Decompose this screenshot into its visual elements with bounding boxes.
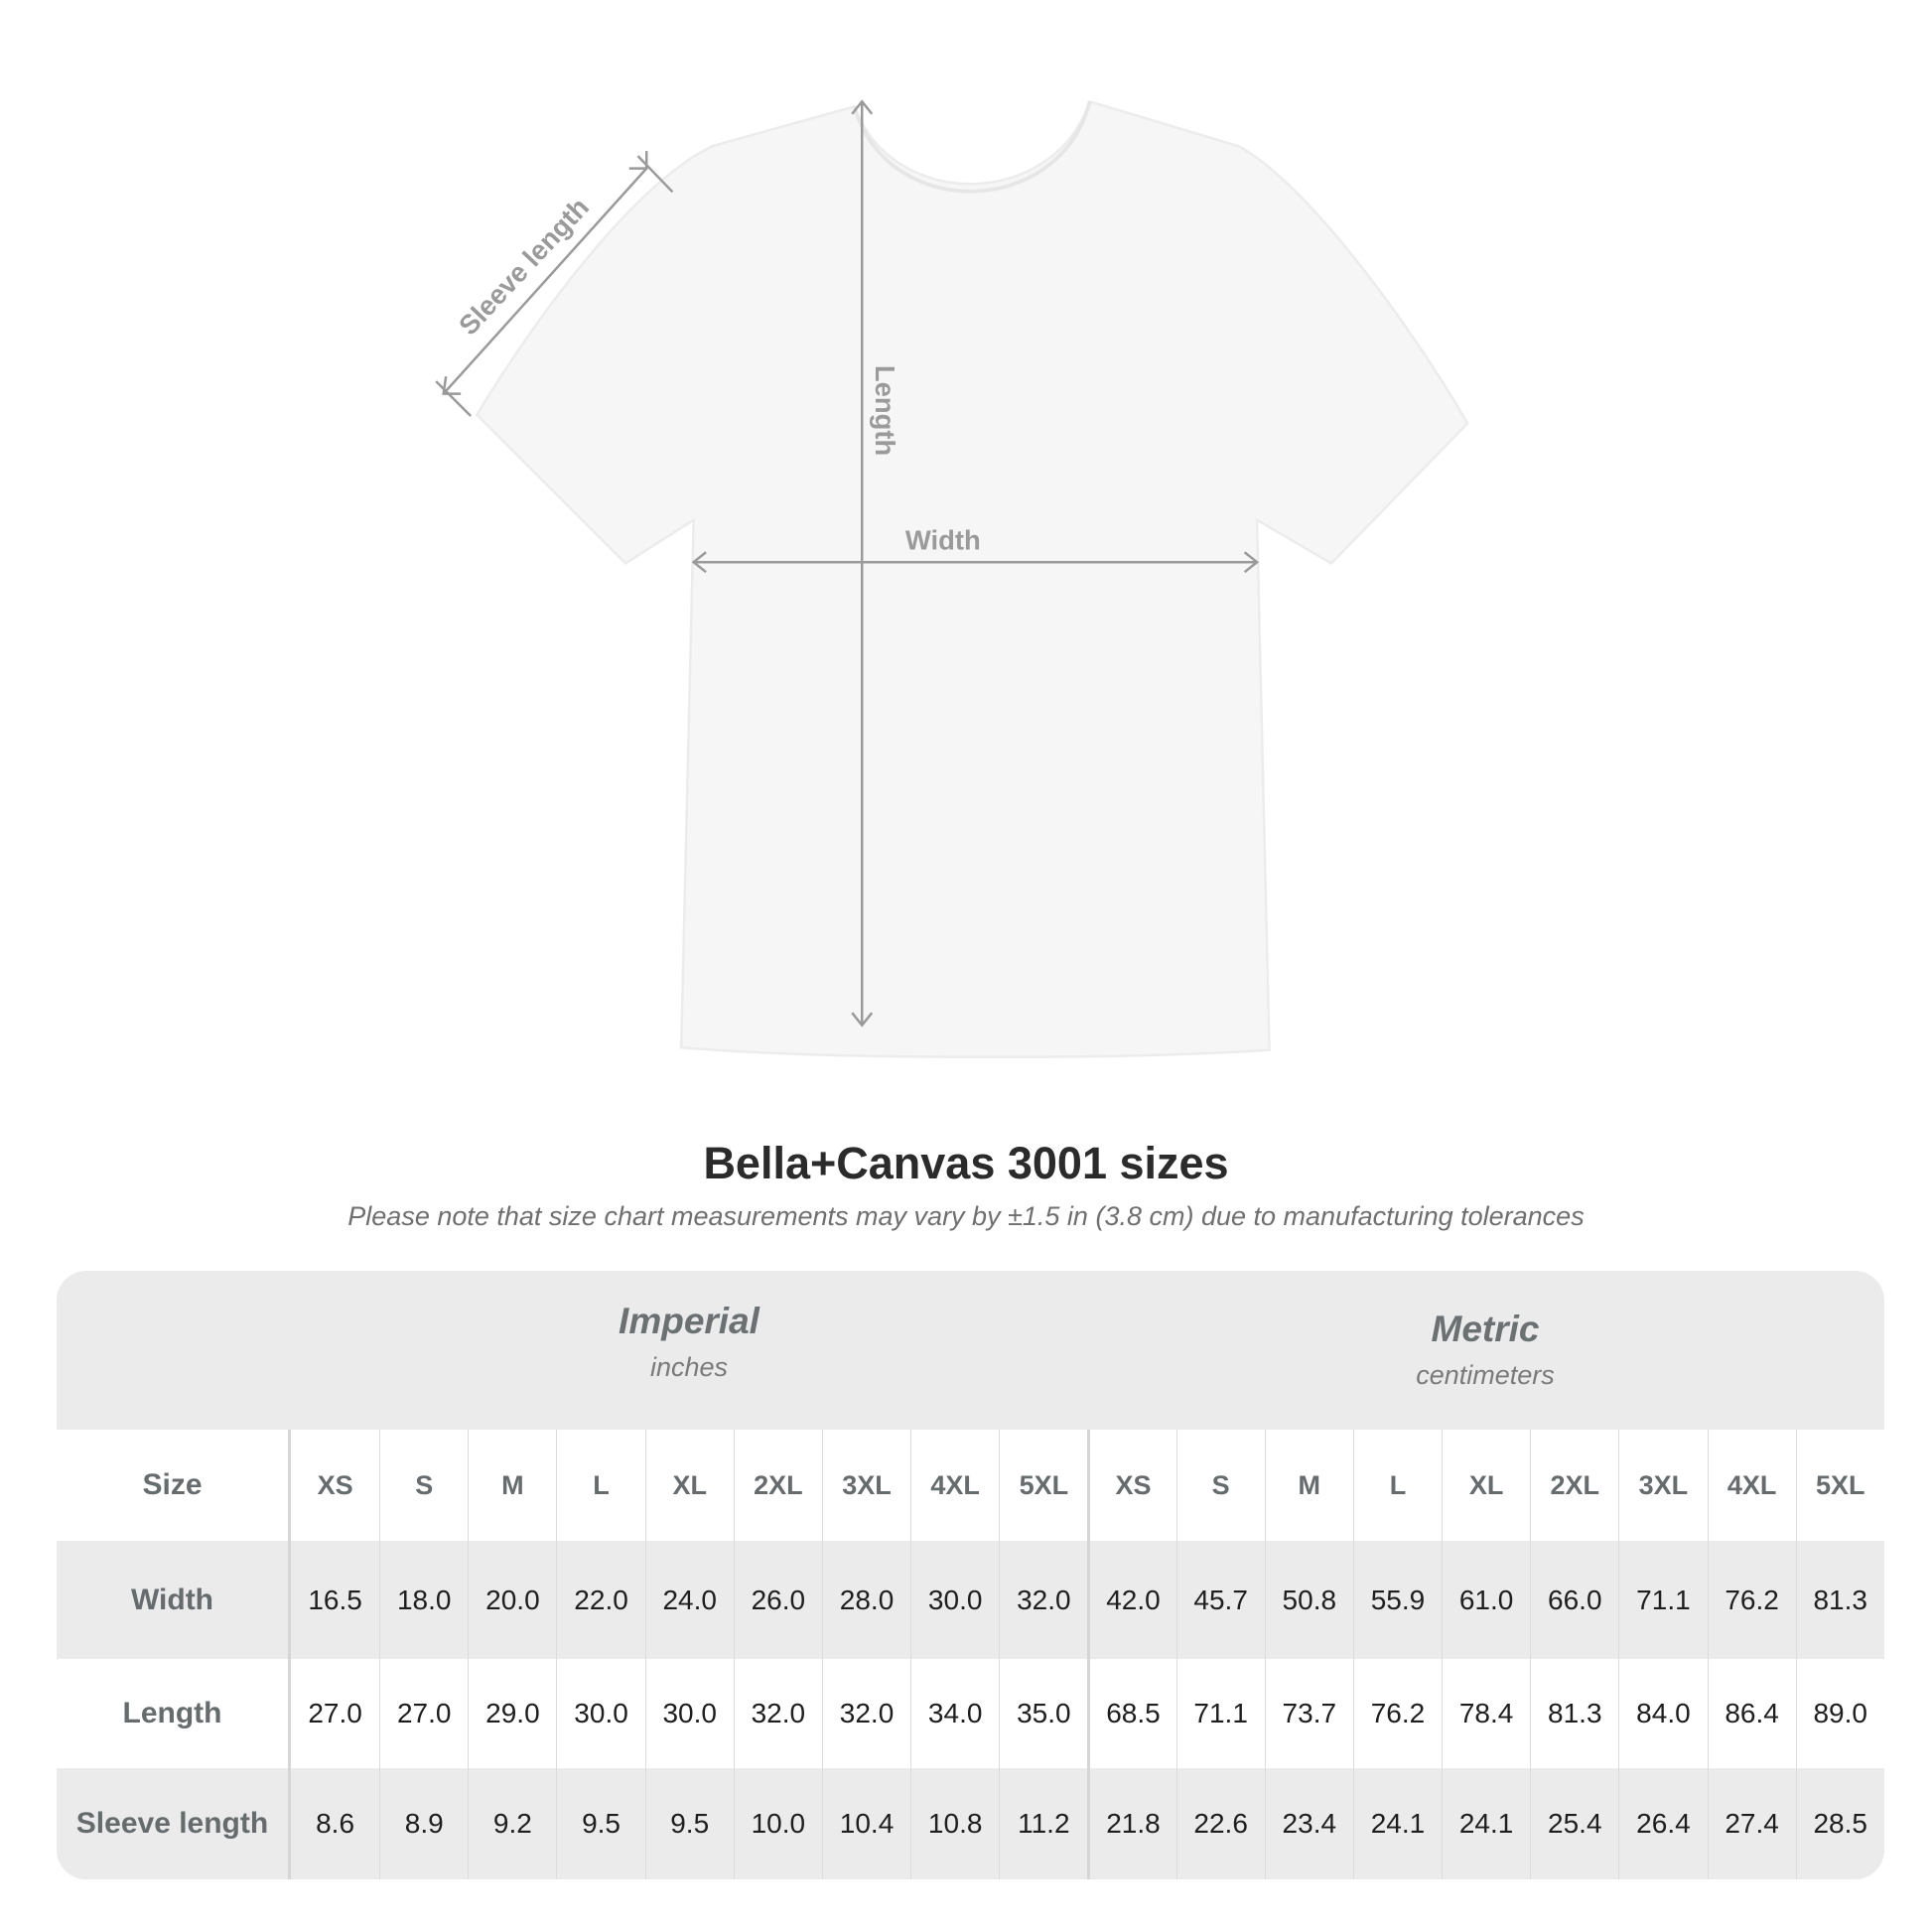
measurement-cell: 10.4 bbox=[821, 1768, 910, 1879]
measurement-cell: 89.0 bbox=[1795, 1659, 1884, 1768]
measurement-cell: 26.4 bbox=[1618, 1768, 1707, 1879]
row-label: Length bbox=[57, 1659, 291, 1768]
measurement-cell: 71.1 bbox=[1175, 1659, 1265, 1768]
measurement-cell: 50.8 bbox=[1264, 1541, 1353, 1659]
measurement-cell: 9.2 bbox=[468, 1768, 556, 1879]
measurement-cell: 28.5 bbox=[1795, 1768, 1884, 1879]
measurement-cell: 45.7 bbox=[1175, 1541, 1265, 1659]
measurement-cell: 71.1 bbox=[1618, 1541, 1707, 1659]
width-label: Width bbox=[905, 525, 981, 556]
measurement-cell: 18.0 bbox=[379, 1541, 468, 1659]
measurement-cell: 26.0 bbox=[733, 1541, 822, 1659]
tolerance-note: Please note that size chart measurements… bbox=[347, 1201, 1585, 1231]
measurement-cell: 16.5 bbox=[308, 1584, 362, 1615]
size-label: XS bbox=[317, 1469, 353, 1500]
measurement-cell: 32.0 bbox=[999, 1541, 1087, 1659]
measurement-cell: 55.9 bbox=[1352, 1541, 1442, 1659]
size-label: XS bbox=[1087, 1430, 1175, 1541]
measurement-cell: 27.0 bbox=[308, 1698, 362, 1728]
size-label: L bbox=[556, 1430, 644, 1541]
size-label: S bbox=[1175, 1430, 1265, 1541]
tshirt-diagram: Sleeve length Length Width bbox=[435, 99, 1469, 1059]
size-label: S bbox=[379, 1430, 468, 1541]
measurement-cell: 84.0 bbox=[1618, 1659, 1707, 1768]
measurement-cell: 29.0 bbox=[468, 1659, 556, 1768]
imperial-header: Imperial inches bbox=[291, 1271, 1087, 1459]
imperial-title: Imperial bbox=[619, 1301, 759, 1341]
collar bbox=[852, 100, 1092, 194]
size-label: 3XL bbox=[1618, 1430, 1707, 1541]
measurement-cell: 27.4 bbox=[1707, 1768, 1796, 1879]
metric-header: Metric centimeters bbox=[1087, 1271, 1883, 1467]
size-label: L bbox=[1352, 1430, 1442, 1541]
measurement-cell: 66.0 bbox=[1530, 1541, 1618, 1659]
table-row: Sleeve length 8.6 8.9 9.2 9.5 9.5 10.0 10.4 10.8… bbox=[57, 1768, 1884, 1879]
measurement-cell: 9.5 bbox=[556, 1768, 644, 1879]
size-label: 3XL bbox=[821, 1430, 910, 1541]
measurement-cell: 24.1 bbox=[1442, 1768, 1530, 1879]
row-label: Width bbox=[57, 1541, 291, 1659]
measurement-cell: 27.0 bbox=[379, 1659, 468, 1768]
size-label: M bbox=[1264, 1430, 1353, 1541]
metric-title: Metric bbox=[1431, 1309, 1540, 1349]
measurement-cell: 9.5 bbox=[644, 1768, 734, 1879]
table-row: Length 27.0 27.0 29.0 30.0 30.0 32.0 32.0 34.0 35… bbox=[57, 1659, 1884, 1768]
measurement-cell: 68.5 bbox=[1087, 1659, 1175, 1768]
measurement-cell: 10.8 bbox=[910, 1768, 999, 1879]
measurement-cell: 30.0 bbox=[644, 1659, 734, 1768]
row-label: Sleeve length bbox=[57, 1768, 291, 1879]
size-label: XL bbox=[1442, 1430, 1530, 1541]
row-label: Size bbox=[57, 1430, 291, 1541]
size-header-row: Size XS S M L XL 2XL 3XL 4XL 5XL XS S M L XL 2XL 3XL 4XL 5… bbox=[57, 1430, 1884, 1541]
measurement-cell: 81.3 bbox=[1530, 1659, 1618, 1768]
measurement-cell: 42.0 bbox=[1087, 1541, 1175, 1659]
measurement-cell: 28.0 bbox=[821, 1541, 910, 1659]
size-label: 4XL bbox=[910, 1430, 999, 1541]
measurement-cell: 81.3 bbox=[1795, 1541, 1884, 1659]
page-title: Bella+Canvas 3001 sizes bbox=[703, 1138, 1229, 1188]
imperial-unit: inches bbox=[649, 1352, 729, 1382]
measurement-cell: 30.0 bbox=[556, 1659, 644, 1768]
measurement-cell: 78.4 bbox=[1442, 1659, 1530, 1768]
measurement-cell: 8.9 bbox=[379, 1768, 468, 1879]
metric-unit: centimeters bbox=[1416, 1360, 1555, 1390]
measurement-cell: 73.7 bbox=[1264, 1659, 1353, 1768]
size-table: Imperial inches Metric centimeters Size X… bbox=[57, 1271, 1884, 1879]
measurement-cell: 20.0 bbox=[468, 1541, 556, 1659]
measurement-cell: 24.1 bbox=[1352, 1768, 1442, 1879]
size-label: M bbox=[468, 1430, 556, 1541]
measurement-cell: 24.0 bbox=[644, 1541, 734, 1659]
measurement-cell: 76.2 bbox=[1707, 1541, 1796, 1659]
length-label: Length bbox=[870, 365, 900, 456]
measurement-cell: 35.0 bbox=[999, 1659, 1087, 1768]
measurement-cell: 11.2 bbox=[999, 1768, 1087, 1879]
measurement-cell: 22.0 bbox=[556, 1541, 644, 1659]
tshirt-shape bbox=[475, 99, 1469, 1059]
sleeve-arrow bbox=[442, 167, 648, 395]
measurement-cell: 21.8 bbox=[1087, 1768, 1175, 1879]
measurement-cell: 25.4 bbox=[1530, 1768, 1618, 1879]
measurement-cell: 32.0 bbox=[821, 1659, 910, 1768]
measurement-cell: 34.0 bbox=[910, 1659, 999, 1768]
measurement-cell: 22.6 bbox=[1175, 1768, 1265, 1879]
size-label: 4XL bbox=[1707, 1430, 1796, 1541]
size-label: XL bbox=[644, 1430, 734, 1541]
size-label: 5XL bbox=[1795, 1430, 1884, 1541]
measurement-cell: 32.0 bbox=[733, 1659, 822, 1768]
measurement-cell: 23.4 bbox=[1264, 1768, 1353, 1879]
measurement-cell: 61.0 bbox=[1442, 1541, 1530, 1659]
measurement-cell: 76.2 bbox=[1352, 1659, 1442, 1768]
size-label: 2XL bbox=[1530, 1430, 1618, 1541]
table-row: Width 16.5 18.0 20.0 22.0 24.0 26.0 28.0 30.0 32.… bbox=[57, 1541, 1884, 1659]
size-label: 5XL bbox=[999, 1430, 1087, 1541]
measurement-cell: 8.6 bbox=[316, 1808, 355, 1839]
measurement-cell: 30.0 bbox=[910, 1541, 999, 1659]
measurement-cell: 10.0 bbox=[733, 1768, 822, 1879]
measurement-cell: 86.4 bbox=[1707, 1659, 1796, 1768]
size-label: 2XL bbox=[733, 1430, 822, 1541]
